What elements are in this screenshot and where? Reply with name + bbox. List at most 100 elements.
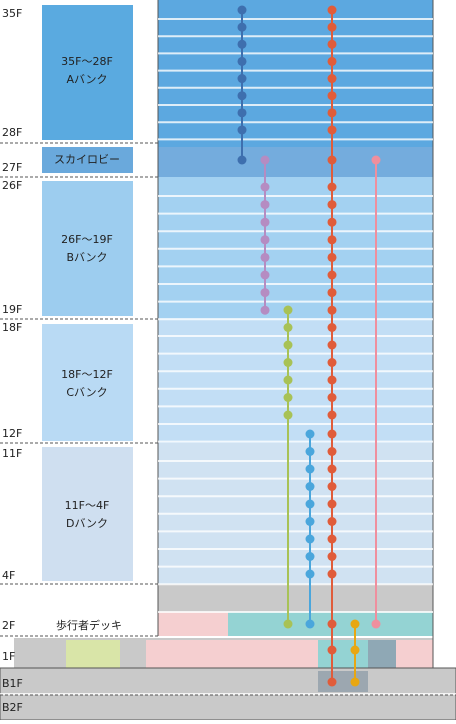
elevator-stop — [327, 447, 337, 456]
floor-label: 28F — [2, 126, 22, 139]
elevator-stop — [237, 56, 247, 66]
elevator-stop — [327, 200, 337, 210]
bank-name: Bバンク — [66, 251, 107, 264]
elevator-stop — [327, 677, 337, 687]
elevator-stop — [305, 552, 315, 561]
bank-range: 26F～19F — [61, 233, 113, 246]
elevator-stop — [327, 482, 337, 491]
floor-1-core — [368, 640, 396, 668]
floor-label: 12F — [2, 427, 22, 440]
elevator-stop — [305, 517, 315, 526]
bank-name: Dバンク — [66, 517, 108, 530]
elevator-stop — [327, 288, 337, 298]
elevator-stop — [327, 235, 337, 245]
elevator-stop — [237, 125, 247, 135]
elevator-stop — [305, 464, 315, 474]
bank-box — [42, 447, 133, 581]
elevator-stop — [237, 155, 247, 165]
bank-range: 35F～28F — [61, 55, 113, 68]
elevator-stop — [305, 619, 315, 629]
elevator-stop — [327, 464, 337, 474]
elevator-stop — [260, 235, 270, 245]
bank-name: Aバンク — [66, 73, 107, 86]
elevator-stop — [260, 288, 270, 298]
elevator-stop — [327, 619, 337, 629]
floor-1-pink — [146, 640, 318, 668]
elevator-stop — [371, 619, 381, 629]
c-floors — [158, 318, 433, 443]
floor-1-green — [66, 640, 120, 668]
elevator-stop — [305, 482, 315, 491]
elevator-stop — [327, 91, 337, 101]
bank-name: Cバンク — [66, 386, 107, 399]
elevator-stop — [283, 393, 293, 402]
elevator-stop — [327, 429, 337, 439]
elevator-stop — [327, 39, 337, 49]
floor-1-teal — [318, 640, 368, 668]
elevator-stop — [327, 56, 337, 66]
elevator-stop — [350, 645, 360, 655]
elevator-stop — [283, 358, 293, 367]
elevator-stop — [327, 74, 337, 84]
skylobby-box — [42, 147, 133, 173]
floor-label: 27F — [2, 161, 22, 174]
elevator-stop — [371, 155, 381, 165]
bank-box — [42, 5, 133, 140]
elevator-stop — [283, 410, 293, 420]
floor-label: 2F — [2, 619, 15, 632]
a-floors — [158, 0, 433, 147]
elevator-stop — [327, 22, 337, 32]
elevator-stop — [237, 74, 247, 84]
elevator-stop — [260, 217, 270, 227]
bank-range: 11F～4F — [65, 499, 110, 512]
elevator-stop — [260, 252, 270, 262]
elevator-stop — [327, 270, 337, 280]
elevator-stop — [327, 305, 337, 315]
bank-range: 18F～12F — [61, 368, 113, 381]
b1-core — [318, 671, 368, 692]
b-floors — [158, 177, 433, 318]
elevator-stop — [327, 108, 337, 118]
floor-label: 11F — [2, 447, 22, 460]
floor-3 — [158, 584, 433, 612]
bank-box — [42, 324, 133, 441]
elevator-stop — [327, 358, 337, 367]
elevator-stop — [305, 447, 315, 456]
elevator-stop — [327, 323, 337, 332]
elevator-stop — [327, 155, 337, 165]
skylobby-floor — [158, 147, 433, 177]
elevator-stop — [327, 252, 337, 262]
bank-box — [42, 181, 133, 316]
elevator-stop — [237, 22, 247, 32]
elevator-stop — [305, 429, 315, 439]
floor-label: B1F — [2, 677, 23, 690]
elevator-stop — [327, 5, 337, 15]
floor-2-pink — [158, 612, 228, 636]
elevator-stop — [237, 39, 247, 49]
floor-label: 4F — [2, 569, 15, 582]
elevator-stop — [237, 108, 247, 118]
elevator-stop — [327, 517, 337, 526]
elevator-stop — [283, 340, 293, 350]
elevator-stop — [260, 182, 270, 192]
skylobby-label: スカイロビー — [54, 153, 120, 166]
elevator-stop — [305, 499, 315, 509]
elevator-stop — [327, 499, 337, 509]
elevator-stop — [305, 534, 315, 544]
elevator-stop — [283, 375, 293, 385]
floor-label: 18F — [2, 321, 22, 334]
floor-label: 19F — [2, 303, 22, 316]
elevator-stop — [327, 217, 337, 227]
elevator-stop — [260, 305, 270, 315]
elevator-stop — [283, 619, 293, 629]
elevator-stop — [350, 619, 360, 629]
elevator-stop — [350, 677, 360, 687]
deck-label: 歩行者デッキ — [56, 618, 122, 632]
floor-label: 26F — [2, 179, 22, 192]
floor-label: 1F — [2, 650, 15, 663]
elevator-stop — [327, 182, 337, 192]
floor-1-pink2 — [396, 640, 433, 668]
elevator-stop — [237, 91, 247, 101]
elevator-stop — [283, 323, 293, 332]
